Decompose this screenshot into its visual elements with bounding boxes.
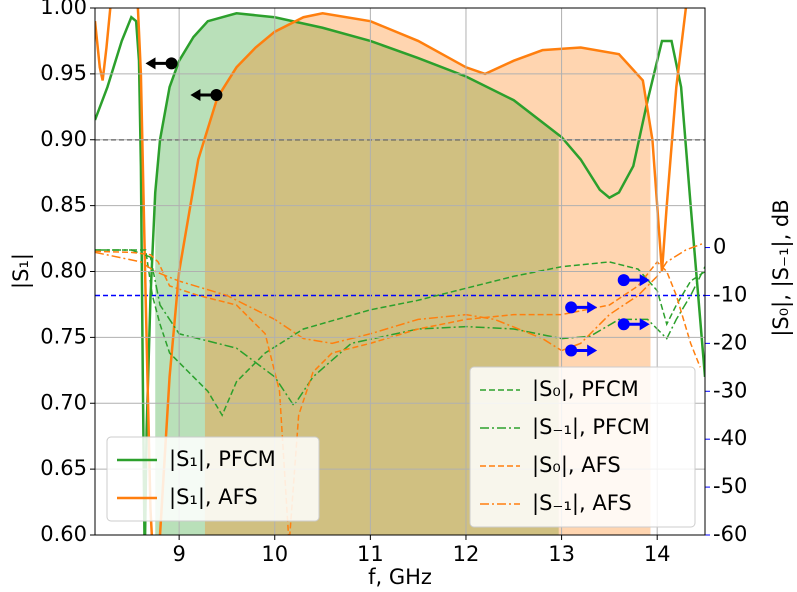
marker-point: [565, 344, 578, 357]
marker-point: [617, 318, 630, 331]
y2-tick-label: -60: [713, 522, 747, 546]
y2-tick-label: -40: [713, 426, 747, 450]
marker-arrowhead: [639, 274, 650, 287]
marker-point: [565, 301, 578, 314]
y-tick-label: 0.75: [40, 324, 87, 348]
y2-tick-label: -50: [713, 474, 747, 498]
plot-frame: [94, 7, 706, 536]
y-tick-label: 0.90: [40, 127, 87, 151]
legend-box: [469, 366, 696, 528]
series-line: [95, 249, 705, 417]
marker-point: [617, 274, 630, 287]
legend-label: |S₀|, AFS: [532, 453, 621, 478]
y-tick-label: 0.85: [40, 193, 87, 217]
fill-area: [155, 13, 559, 535]
legend-box: [106, 436, 320, 522]
marker-arrowhead: [639, 318, 650, 331]
marker-arrowhead: [587, 301, 598, 314]
y-tick-label: 0.70: [40, 390, 87, 414]
y2-axis-label: |S₀|, |S₋₁|, dB: [769, 199, 794, 336]
x-tick-label: 13: [548, 542, 575, 566]
x-tick-label: 11: [357, 542, 384, 566]
legend-label: |S₋₁|, PFCM: [532, 415, 650, 440]
legend-label: |S₁|, PFCM: [169, 447, 276, 472]
series-line: [95, 12, 705, 535]
x-tick-label: 9: [172, 542, 185, 566]
y-axis-label: |S₁|: [9, 253, 34, 289]
y-tick-label: 0.80: [40, 259, 87, 283]
legend-label: |S₀|, PFCM: [532, 377, 639, 402]
y2-tick-label: 0: [713, 235, 726, 259]
marker-arrowhead: [587, 344, 598, 357]
x-tick-label: 12: [453, 542, 480, 566]
marker-point: [165, 57, 178, 70]
series-line: [95, 249, 705, 407]
marker-point: [210, 88, 223, 101]
y2-tick-label: -30: [713, 378, 747, 402]
y-tick-label: 0.65: [40, 456, 87, 480]
legend-label: |S₋₁|, AFS: [532, 491, 632, 516]
x-tick-label: 10: [261, 542, 288, 566]
marker-arrowhead: [190, 88, 201, 101]
y2-tick-label: -20: [713, 330, 747, 354]
x-axis-label: f, GHz: [368, 565, 432, 589]
marker-arrowhead: [145, 57, 156, 70]
legend-label: |S₁|, AFS: [169, 485, 258, 510]
y-tick-label: 0.60: [40, 522, 87, 546]
y-tick-label: 0.95: [40, 61, 87, 85]
x-tick-label: 14: [644, 542, 671, 566]
y-tick-label: 1.00: [40, 0, 87, 19]
y2-tick-label: -10: [713, 282, 747, 306]
